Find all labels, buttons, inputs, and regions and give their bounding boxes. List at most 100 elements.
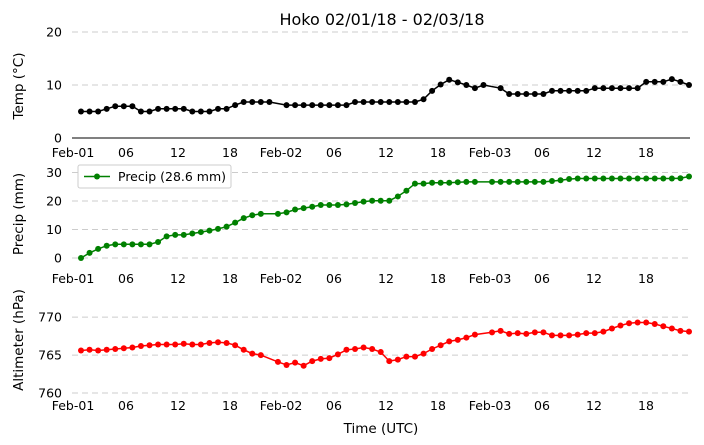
temp-data-point — [180, 105, 187, 112]
temp-series-line — [81, 78, 690, 113]
temp-data-point — [540, 91, 547, 98]
altimeter-data-point — [206, 339, 213, 346]
precip-data-point — [386, 197, 393, 204]
precip-data-point — [583, 175, 590, 182]
precip-data-point — [326, 201, 333, 208]
temp-y-tick-label: 10 — [46, 78, 62, 93]
precip-data-point — [643, 175, 650, 182]
precip-data-point — [129, 241, 136, 248]
precip-data-point — [617, 175, 624, 182]
precip-data-point — [309, 203, 316, 210]
altimeter-data-point — [120, 345, 127, 352]
temp-data-point — [643, 78, 650, 85]
temp-x-tick-label: 18 — [430, 145, 446, 160]
altimeter-data-point — [386, 358, 393, 365]
altimeter-data-point — [155, 341, 162, 348]
altimeter-data-point — [548, 332, 555, 339]
temp-data-point — [78, 108, 84, 115]
precip-data-point — [78, 255, 84, 261]
altimeter-data-point — [660, 323, 667, 330]
precip-data-point — [317, 201, 324, 208]
precip-data-point — [677, 175, 684, 182]
temp-data-point — [506, 91, 513, 98]
temp-data-point — [514, 91, 521, 98]
temp-y-tick-label: 20 — [46, 25, 62, 40]
temp-data-point — [480, 82, 487, 88]
precip-data-point — [257, 210, 264, 217]
altimeter-series-line — [80, 321, 690, 367]
precip-data-point — [300, 205, 307, 212]
precip-data-point — [240, 215, 247, 222]
altimeter-data-point — [574, 331, 581, 338]
temp-x-tick-label: 12 — [378, 145, 394, 160]
temp-data-point — [155, 105, 162, 112]
precip-data-point — [180, 231, 187, 238]
temp-data-point — [591, 85, 598, 92]
temp-x-tick-label: 06 — [534, 145, 550, 160]
temp-data-point — [369, 98, 376, 105]
altimeter-data-point — [86, 346, 93, 353]
altimeter-data-point — [180, 340, 187, 347]
precip-data-point — [369, 197, 376, 204]
altimeter-data-point — [497, 327, 504, 334]
altimeter-x-tick-label: 12 — [378, 398, 394, 413]
temp-data-point — [386, 98, 393, 105]
precip-data-point — [223, 223, 230, 230]
precip-data-point — [651, 175, 658, 182]
altimeter-data-point — [626, 320, 633, 327]
altimeter-x-tick-label: 06 — [534, 398, 550, 413]
altimeter-data-point — [420, 350, 427, 357]
precip-data-point — [591, 175, 598, 182]
altimeter-x-tick-label: 06 — [326, 398, 342, 413]
altimeter-data-point — [523, 330, 530, 337]
precip-y-tick-label: 0 — [54, 251, 62, 266]
altimeter-data-point — [189, 341, 196, 348]
precip-data-point — [420, 180, 427, 187]
temp-x-tick-label: 06 — [326, 145, 342, 160]
temp-x-tick-label: Feb-03 — [469, 145, 512, 160]
altimeter-data-point — [112, 346, 119, 353]
temp-data-point — [257, 98, 264, 105]
altimeter-data-point — [566, 332, 573, 339]
precip-x-tick-label: 06 — [326, 271, 342, 286]
temp-data-point — [566, 87, 573, 94]
precip-data-point — [249, 212, 256, 219]
altimeter-data-point — [172, 341, 179, 348]
precip-data-point — [634, 175, 641, 182]
temp-data-point — [617, 85, 624, 92]
precip-data-point — [514, 178, 521, 185]
temp-data-point — [523, 91, 530, 98]
precip-data-point — [283, 209, 290, 216]
precip-y-label: Precip (mm) — [11, 173, 27, 255]
temp-data-point — [608, 85, 615, 92]
temp-data-point — [249, 98, 256, 105]
temp-gridlines — [72, 31, 690, 139]
altimeter-data-point — [163, 341, 170, 348]
precip-x-tick-label: 12 — [170, 271, 186, 286]
altimeter-data-point — [240, 346, 247, 353]
altimeter-data-point — [463, 334, 470, 341]
altimeter-x-tick-label: 12 — [586, 398, 602, 413]
precip-data-point — [360, 198, 367, 205]
temp-data-point — [326, 102, 333, 109]
temp-x-ticks: Feb-01 06 12 18 Feb-02 06 12 18 Feb-03 06 12 18 — [52, 145, 654, 160]
temp-data-point — [497, 85, 504, 92]
precip-x-tick-label: 12 — [586, 271, 602, 286]
altimeter-data-point — [643, 319, 650, 326]
temp-data-point — [95, 108, 102, 115]
precip-data-point — [292, 206, 299, 213]
temp-data-point — [197, 108, 204, 115]
precip-x-tick-label: 18 — [638, 271, 654, 286]
temp-series-markers — [78, 76, 692, 115]
temp-data-point — [309, 102, 316, 109]
temp-data-point — [317, 102, 324, 109]
altimeter-data-point — [437, 342, 444, 349]
altimeter-data-point — [283, 361, 290, 368]
altimeter-data-point — [506, 330, 513, 337]
altimeter-x-tick-label: 18 — [638, 398, 654, 413]
altimeter-data-point — [300, 362, 307, 369]
precip-x-ticks: Feb-01 06 12 18 Feb-02 06 12 18 Feb-03 06 12 18 — [52, 271, 654, 286]
precip-data-point — [394, 193, 401, 200]
temp-data-point — [403, 98, 410, 105]
temp-data-point — [215, 105, 222, 112]
